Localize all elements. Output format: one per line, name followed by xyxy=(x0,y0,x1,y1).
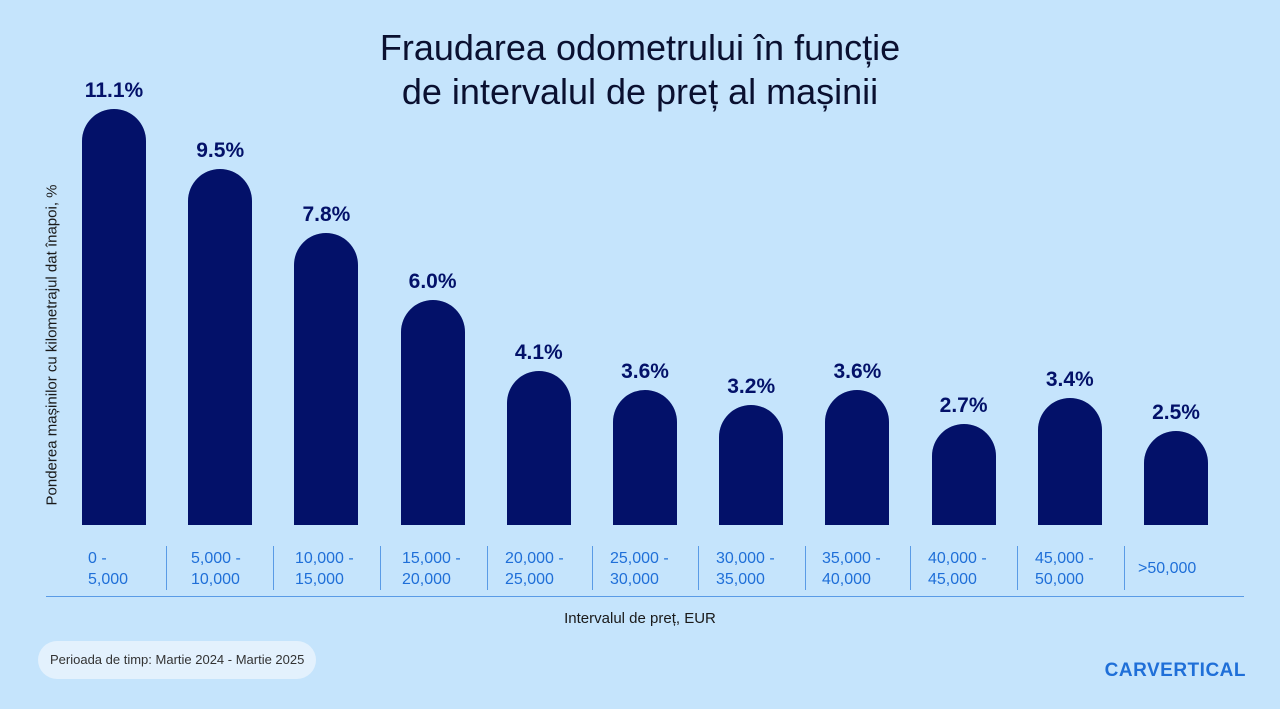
x-tick-label-line: 40,000 - xyxy=(928,550,987,567)
x-tick-label-line: 20,000 xyxy=(402,571,451,588)
x-tick-separator-3 xyxy=(487,546,488,590)
bar-1 xyxy=(188,168,253,525)
x-tick-label-9: 45,000 - 50,000 xyxy=(1035,548,1094,590)
y-axis-label: Ponderea mașinilor cu kilometrajul dat î… xyxy=(43,184,61,506)
bar-value-label-4: 4.1% xyxy=(514,341,563,365)
x-tick-label-2: 10,000 - 15,000 xyxy=(295,548,354,590)
chart-title: Fraudarea odometrului în funcție de inte… xyxy=(0,26,1280,114)
x-tick-label-line: >50,000 xyxy=(1138,560,1197,577)
chart-title-line-1: Fraudarea odometrului în funcție xyxy=(379,27,901,68)
x-tick-label-6: 30,000 - 35,000 xyxy=(716,548,775,590)
x-tick-label-4: 20,000 - 25,000 xyxy=(505,548,564,590)
x-tick-label-line: 15,000 - xyxy=(402,550,461,567)
bar-value-label-10: 2.5% xyxy=(1152,401,1200,425)
bar-value-label-2: 7.8% xyxy=(302,202,351,226)
x-tick-label-line: 15,000 xyxy=(295,571,344,588)
bar-10 xyxy=(1144,431,1208,525)
x-tick-label-8: 40,000 - 45,000 xyxy=(928,548,987,590)
bar-value-label-8: 2.7% xyxy=(939,393,988,417)
bar-value-label-5: 3.6% xyxy=(621,360,669,384)
x-axis-label: Intervalul de preț, EUR xyxy=(564,610,716,627)
x-tick-separator-6 xyxy=(805,546,806,590)
x-tick-label-3: 15,000 - 20,000 xyxy=(402,548,461,590)
x-tick-label-line: 45,000 xyxy=(928,571,977,588)
x-tick-label-line: 25,000 xyxy=(505,571,554,588)
bar-3 xyxy=(400,300,465,525)
x-tick-separator-8 xyxy=(1017,546,1018,590)
bar-6 xyxy=(719,405,784,525)
chart-title-line-2: de intervalul de preț al mașinii xyxy=(401,71,879,112)
x-tick-separator-5 xyxy=(698,546,699,590)
x-tick-label-line: 20,000 - xyxy=(505,550,564,567)
x-tick-label-line: 30,000 - xyxy=(716,550,775,567)
carvertical-logo: CARVERTICAL xyxy=(1104,660,1246,681)
time-period-badge: Perioada de timp: Martie 2024 - Martie 2… xyxy=(38,641,317,679)
bar-2 xyxy=(294,232,359,525)
x-tick-label-line: 35,000 xyxy=(716,571,765,588)
x-tick-separator-1 xyxy=(273,546,274,590)
bar-7 xyxy=(825,390,890,525)
x-tick-separator-9 xyxy=(1124,546,1125,590)
x-tick-label-line: 30,000 xyxy=(610,571,659,588)
x-tick-label-line: 35,000 - xyxy=(822,550,881,567)
bar-5 xyxy=(613,390,677,525)
bar-0 xyxy=(82,109,146,525)
x-tick-label-line: 25,000 - xyxy=(610,550,669,567)
x-tick-separator-4 xyxy=(592,546,593,590)
x-tick-separator-0 xyxy=(166,546,167,590)
bar-value-label-3: 6.0% xyxy=(408,270,457,294)
x-tick-label-10: >50,000 xyxy=(1138,558,1196,579)
x-tick-label-line: 10,000 xyxy=(191,571,240,588)
bar-4 xyxy=(506,371,571,525)
bar-value-label-9: 3.4% xyxy=(1045,367,1094,391)
x-axis-line xyxy=(46,596,1244,597)
x-tick-label-line: 10,000 - xyxy=(295,550,354,567)
x-tick-label-line: 0 - xyxy=(88,550,107,567)
x-tick-separator-7 xyxy=(910,546,911,590)
bar-9 xyxy=(1037,397,1102,525)
bar-value-label-1: 9.5% xyxy=(196,138,245,162)
x-tick-label-7: 35,000 - 40,000 xyxy=(822,548,881,590)
x-tick-label-line: 50,000 xyxy=(1035,571,1084,588)
bar-value-label-7: 3.6% xyxy=(833,360,882,384)
x-tick-separator-2 xyxy=(380,546,381,590)
x-tick-label-0: 0 - 5,000 xyxy=(88,548,128,590)
bar-value-label-0: 11.1% xyxy=(84,79,144,102)
x-tick-label-5: 25,000 - 30,000 xyxy=(610,548,669,590)
bar-value-label-6: 3.2% xyxy=(727,375,776,399)
x-tick-label-1: 5,000 - 10,000 xyxy=(191,548,241,590)
x-tick-label-line: 40,000 xyxy=(822,571,871,588)
x-tick-label-line: 5,000 - xyxy=(191,550,241,567)
x-tick-label-line: 5,000 xyxy=(88,571,129,588)
bar-8 xyxy=(931,423,996,525)
x-tick-label-line: 45,000 - xyxy=(1035,550,1094,567)
